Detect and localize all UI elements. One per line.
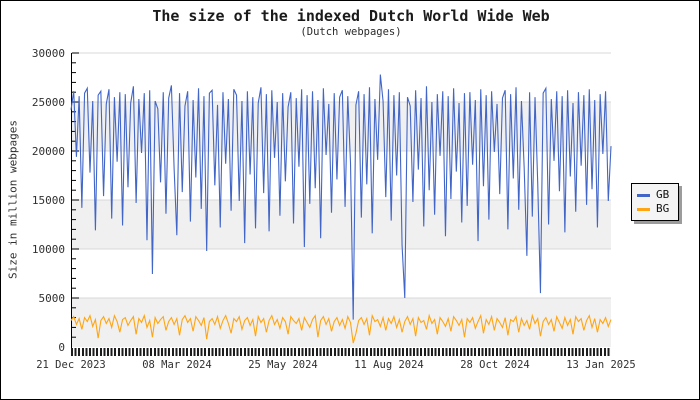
legend-item-gb: GB (637, 188, 673, 202)
gb-line-swatch (637, 193, 650, 197)
series-line-gb (70, 74, 612, 320)
bg-line-swatch (637, 207, 650, 211)
y-tick-label: 0 (58, 340, 65, 354)
y-tick-label: 10000 (31, 242, 65, 256)
y-tick-label: 30000 (31, 46, 65, 60)
legend-label-bg: BG (656, 202, 670, 215)
y-tick-label: 25000 (31, 95, 65, 109)
x-tick-label: 21 Dec 2023 (36, 359, 106, 371)
chart-subtitle: (Dutch webpages) (300, 26, 402, 38)
y-tick-label: 15000 (31, 193, 65, 207)
x-tick-label: 28 Oct 2024 (460, 359, 530, 371)
x-tick-label: 11 Aug 2024 (354, 359, 424, 371)
legend: GB BG (631, 183, 679, 221)
y-tick-label: 20000 (31, 144, 65, 158)
x-tick-label: 25 May 2024 (248, 359, 318, 371)
y-tick-label: 5000 (38, 291, 66, 305)
legend-item-bg: BG (637, 202, 673, 216)
x-tick-label: 13 Jan 2025 (566, 359, 636, 371)
legend-label-gb: GB (656, 188, 670, 201)
chart-title: The size of the indexed Dutch World Wide… (152, 7, 550, 25)
series-line-bg (70, 313, 612, 344)
x-tick-label: 08 Mar 2024 (142, 359, 212, 371)
x-axis-minor-tick-strip (71, 348, 611, 356)
